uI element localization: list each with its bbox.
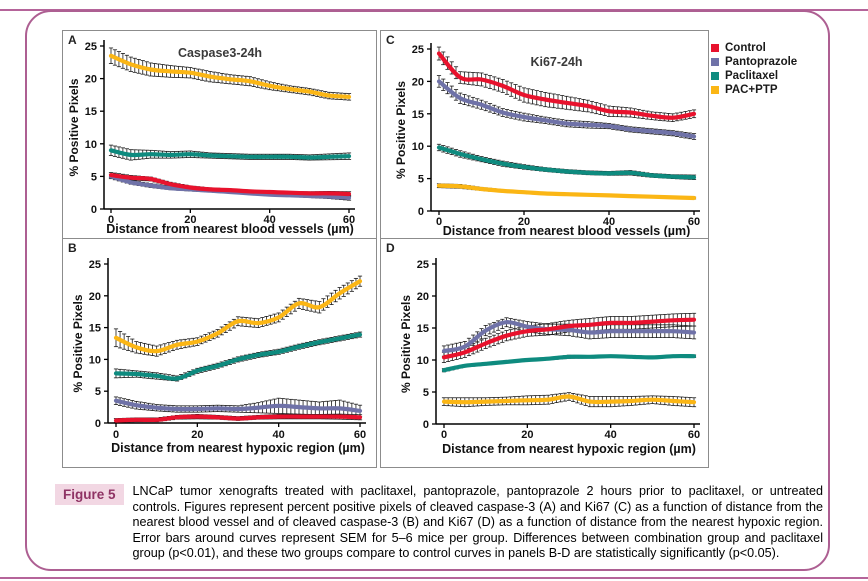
x-tick-label: 60 <box>354 429 366 441</box>
x-tick-label: 60 <box>688 216 700 228</box>
x-tick-label: 60 <box>688 429 700 441</box>
x-tick-label: 40 <box>603 216 615 228</box>
y-tick-label: 15 <box>89 323 101 335</box>
x-axis-label: Distance from nearest blood vessels (µm) <box>443 224 691 237</box>
legend-item-pantoprazole: Pantoprazole <box>711 56 797 68</box>
panel-b-letter: B <box>68 241 77 255</box>
legend-swatch-pac-ptp <box>711 86 719 94</box>
figure-caption-text: LNCaP tumor xenografts treated with pacl… <box>132 484 823 561</box>
x-tick-label: 40 <box>273 429 285 441</box>
series-line-pac-ptp <box>113 279 363 354</box>
x-axis-label: Distance from nearest hypoxic region (µm… <box>442 442 696 456</box>
series-line-pac-ptp <box>441 394 697 405</box>
panel-d-chart: 0 5 10 15 20 25 0 20 40 60 % Positive Pixels Distan… <box>399 258 700 456</box>
legend: Control Pantoprazole Paclitaxel PAC+PTP <box>711 42 797 98</box>
figure-frame <box>25 10 830 571</box>
panel-a: A 0 5 10 15 20 25 0 20 40 60 % Positive Pixels Dist… <box>62 30 377 240</box>
panel-c: C 0 5 10 15 20 25 0 20 40 60 % Positive Pixels Dist… <box>380 30 709 240</box>
x-tick-label: 40 <box>605 429 617 441</box>
x-tick-label: 20 <box>184 214 196 226</box>
x-tick-label: 0 <box>108 214 114 226</box>
y-axis-label: % Positive Pixels <box>71 294 85 392</box>
x-tick-label: 40 <box>264 214 276 226</box>
y-tick-label: 5 <box>91 171 97 183</box>
legend-label-paclitaxel: Paclitaxel <box>725 70 779 82</box>
series-line-pac-ptp <box>108 53 352 99</box>
x-tick-label: 0 <box>113 429 119 441</box>
panel-c-letter: C <box>386 33 395 47</box>
y-tick-label: 0 <box>423 419 429 431</box>
figure-number-badge: Figure 5 <box>55 484 124 505</box>
x-tick-label: 60 <box>343 214 355 226</box>
series-line-pac-ptp <box>436 183 697 201</box>
y-tick-label: 0 <box>418 206 424 218</box>
y-tick-label: 25 <box>417 259 429 271</box>
panel-d: D 0 5 10 15 20 25 0 20 40 60 % Positive Pixels Dist… <box>380 238 709 468</box>
y-tick-label: 0 <box>95 418 101 430</box>
x-axis-label: Distance from nearest hypoxic region (µm… <box>111 441 365 455</box>
y-tick-label: 20 <box>89 291 101 303</box>
y-tick-label: 20 <box>85 74 97 86</box>
panel-b-chart: 0 5 10 15 20 25 0 20 40 60 % Positive Pixels Distan… <box>71 258 366 455</box>
panel-c-chart: 0 5 10 15 20 25 0 20 40 60 % Positive Pixels Distan… <box>394 43 700 237</box>
series-line-paclitaxel <box>113 332 363 381</box>
y-tick-label: 5 <box>95 386 101 398</box>
y-tick-label: 25 <box>85 41 97 53</box>
y-axis-label: % Positive Pixels <box>67 78 81 176</box>
legend-label-pac-ptp: PAC+PTP <box>725 84 778 96</box>
series-line-pantoprazole <box>441 320 697 354</box>
series-line-pantoprazole <box>113 398 363 413</box>
panel-a-chart: 0 5 10 15 20 25 0 20 40 60 % Positive Pixels Distan… <box>67 40 355 236</box>
panel-d-letter: D <box>386 241 395 255</box>
y-tick-label: 25 <box>89 259 101 271</box>
y-tick-label: 10 <box>412 141 424 153</box>
series-line-control <box>113 414 363 423</box>
series-line-paclitaxel <box>441 353 697 373</box>
x-tick-label: 0 <box>436 216 442 228</box>
legend-label-control: Control <box>725 42 766 54</box>
y-axis-label: % Positive Pixels <box>394 81 408 179</box>
y-tick-label: 5 <box>418 174 424 186</box>
bottom-accent-rule <box>0 577 868 579</box>
y-tick-label: 10 <box>417 355 429 367</box>
x-tick-label: 20 <box>518 216 530 228</box>
series-line-pantoprazole <box>436 79 697 139</box>
legend-item-paclitaxel: Paclitaxel <box>711 70 797 82</box>
y-tick-label: 15 <box>85 106 97 118</box>
legend-swatch-paclitaxel <box>711 72 719 80</box>
x-tick-label: 20 <box>191 429 203 441</box>
panel-b: B 0 5 10 15 20 25 0 20 40 60 % Positive Pixels Dist… <box>62 238 377 468</box>
figure-caption: Figure 5 LNCaP tumor xenografts treated … <box>55 484 823 562</box>
y-tick-label: 20 <box>412 76 424 88</box>
x-tick-label: 20 <box>521 429 533 441</box>
series-line-control <box>441 317 697 360</box>
x-tick-label: 0 <box>441 429 447 441</box>
legend-item-control: Control <box>711 42 797 54</box>
series-line-paclitaxel <box>436 145 697 180</box>
y-tick-label: 25 <box>412 44 424 56</box>
x-axis-label: Distance from nearest blood vessels (µm) <box>106 222 354 236</box>
y-tick-label: 0 <box>91 204 97 216</box>
y-tick-label: 15 <box>417 323 429 335</box>
legend-item-pac-ptp: PAC+PTP <box>711 84 797 96</box>
y-tick-label: 5 <box>423 387 429 399</box>
series-line-paclitaxel <box>108 148 352 160</box>
y-tick-label: 10 <box>89 354 101 366</box>
y-tick-label: 15 <box>412 109 424 121</box>
legend-swatch-control <box>711 44 719 52</box>
legend-swatch-pantoprazole <box>711 58 719 66</box>
panel-a-letter: A <box>68 33 77 47</box>
y-axis-label: % Positive Pixels <box>399 295 413 393</box>
y-tick-label: 10 <box>85 139 97 151</box>
series-line-control <box>108 173 352 197</box>
y-tick-label: 20 <box>417 291 429 303</box>
chart-title: Ki67-24h <box>530 55 582 69</box>
series-line-control <box>436 51 697 120</box>
chart-title: Caspase3-24h <box>178 46 262 60</box>
legend-label-pantoprazole: Pantoprazole <box>725 56 798 68</box>
